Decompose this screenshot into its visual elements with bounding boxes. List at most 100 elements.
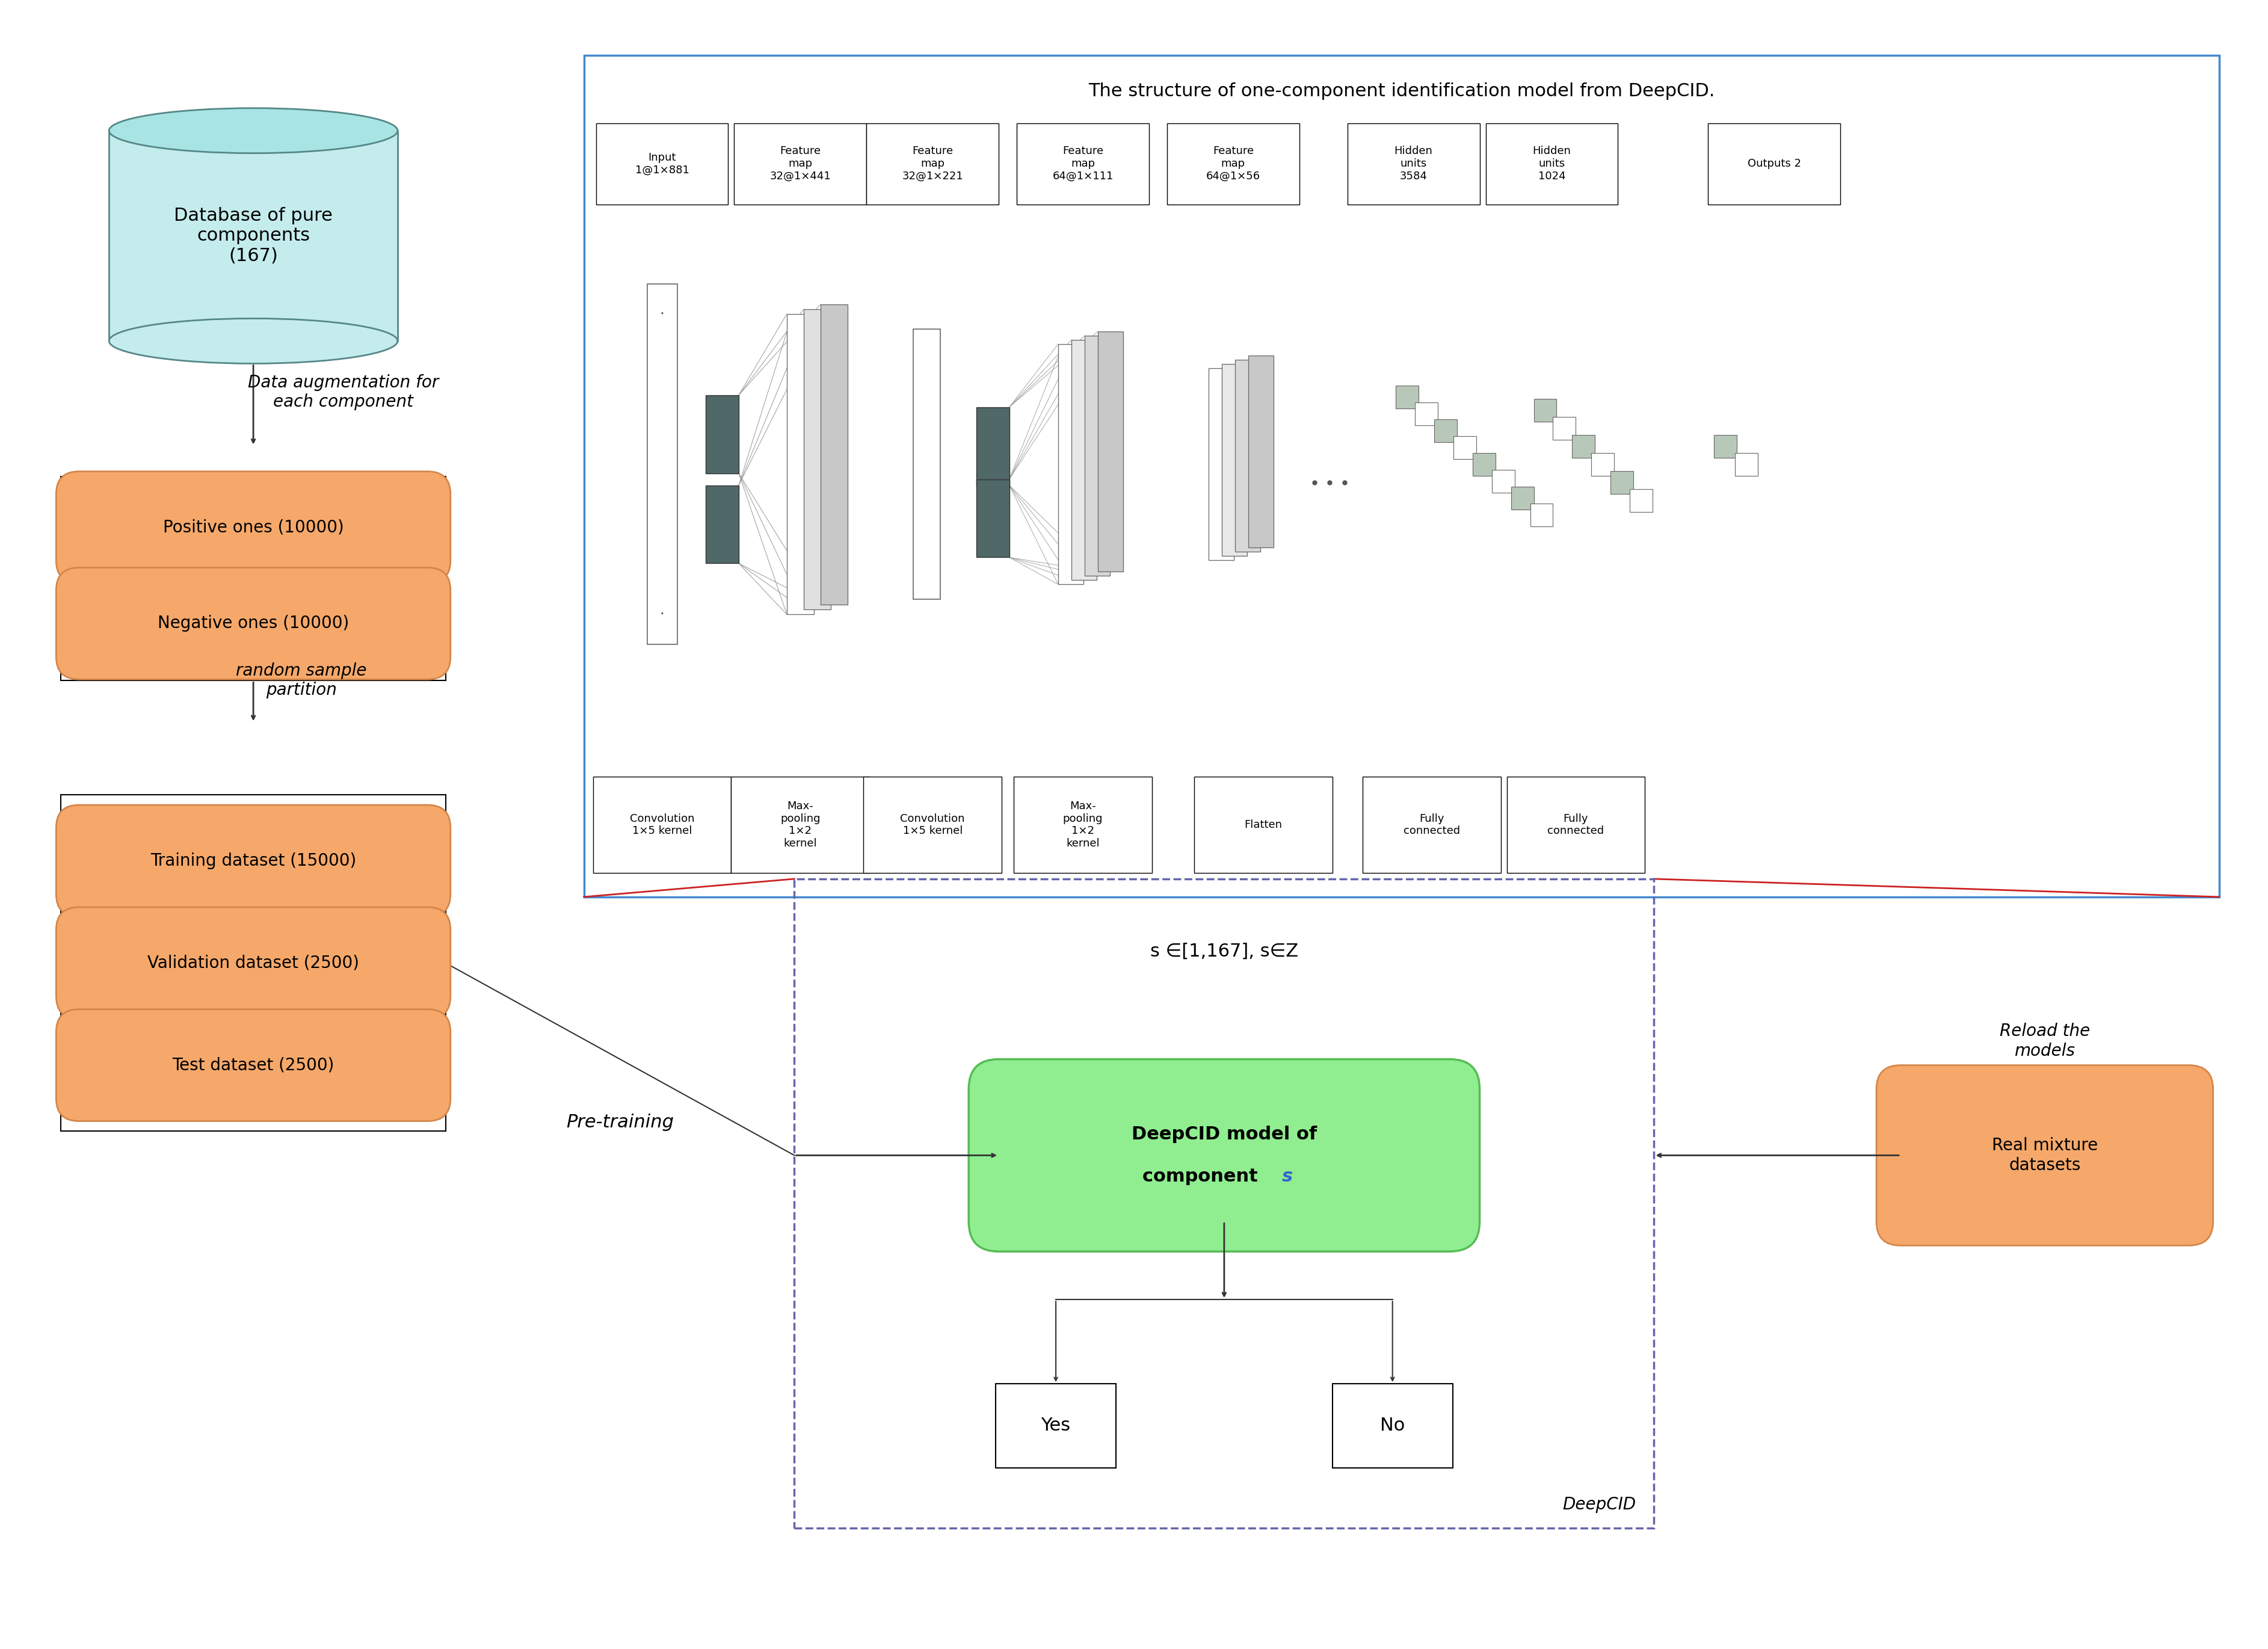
Text: Input
1@1×881: Input 1@1×881	[635, 152, 689, 175]
Text: Data augmentation for
each component: Data augmentation for each component	[247, 374, 440, 411]
Bar	[61, 795, 447, 1131]
Bar	[1016, 124, 1150, 204]
Text: Database of pure
components
(167): Database of pure components (167)	[175, 206, 333, 265]
Bar	[1363, 777, 1501, 872]
Text: Feature
map
64@1×111: Feature map 64@1×111	[1052, 145, 1114, 181]
Text: Hidden
units
1024: Hidden units 1024	[1533, 145, 1572, 181]
Text: Fully
connected: Fully connected	[1404, 813, 1461, 836]
Bar	[1492, 470, 1515, 493]
Bar	[866, 124, 998, 204]
Text: DeepCID model of: DeepCID model of	[1132, 1126, 1318, 1143]
Bar	[1708, 124, 1839, 204]
Bar	[1715, 435, 1737, 457]
Text: component: component	[1143, 1167, 1263, 1186]
Text: Feature
map
32@1×221: Feature map 32@1×221	[903, 145, 964, 181]
Bar	[646, 284, 678, 645]
FancyBboxPatch shape	[57, 907, 451, 1019]
Text: Test dataset (2500): Test dataset (2500)	[172, 1057, 333, 1073]
Text: Real mixture
datasets: Real mixture datasets	[1991, 1138, 2098, 1174]
Text: Yes: Yes	[1041, 1416, 1070, 1435]
Bar	[705, 485, 739, 564]
Text: s ∈[1,167], s∈Z: s ∈[1,167], s∈Z	[1150, 942, 1297, 960]
Text: Reload the
models: Reload the models	[2000, 1022, 2089, 1059]
FancyBboxPatch shape	[57, 472, 451, 584]
Bar	[1533, 399, 1556, 422]
Bar	[1472, 453, 1495, 475]
Bar	[583, 56, 2218, 897]
Bar	[864, 777, 1002, 872]
Bar	[1554, 417, 1576, 440]
Text: ·: ·	[660, 307, 665, 322]
Text: Convolution
1×5 kernel: Convolution 1×5 kernel	[900, 813, 964, 836]
Text: Feature
map
64@1×56: Feature map 64@1×56	[1207, 145, 1261, 181]
FancyBboxPatch shape	[57, 805, 451, 917]
Bar	[1415, 402, 1438, 425]
Text: Pre-training: Pre-training	[567, 1113, 674, 1131]
Bar	[1331, 1384, 1452, 1468]
Text: Training dataset (15000): Training dataset (15000)	[150, 853, 356, 869]
Text: Convolution
1×5 kernel: Convolution 1×5 kernel	[631, 813, 694, 836]
Text: Flatten: Flatten	[1245, 820, 1281, 829]
Bar	[735, 124, 866, 204]
Bar	[996, 1384, 1116, 1468]
Bar	[1592, 453, 1615, 475]
FancyBboxPatch shape	[968, 1059, 1479, 1252]
Text: Max-
pooling
1×2
kernel: Max- pooling 1×2 kernel	[780, 801, 821, 849]
Bar	[1347, 124, 1479, 204]
Text: s: s	[1281, 1167, 1293, 1186]
Bar	[109, 130, 397, 341]
Bar	[1610, 472, 1633, 493]
Bar	[1510, 486, 1533, 510]
Bar	[596, 124, 728, 204]
Bar	[1098, 331, 1123, 572]
Bar	[794, 879, 1653, 1529]
Bar	[705, 396, 739, 473]
Bar	[1209, 368, 1234, 561]
Ellipse shape	[109, 318, 397, 363]
Text: Hidden
units
3584: Hidden units 3584	[1395, 145, 1433, 181]
Bar	[975, 480, 1009, 557]
Bar	[914, 330, 941, 600]
FancyBboxPatch shape	[57, 567, 451, 679]
Bar	[787, 313, 814, 615]
FancyBboxPatch shape	[57, 1009, 451, 1121]
Bar	[975, 407, 1009, 485]
Bar	[1084, 336, 1109, 576]
Bar	[1195, 777, 1331, 872]
Bar	[1247, 356, 1272, 547]
Bar	[1395, 386, 1418, 409]
Bar	[1506, 777, 1644, 872]
Bar	[592, 777, 730, 872]
Text: Validation dataset (2500): Validation dataset (2500)	[147, 955, 358, 971]
Text: Positive ones (10000): Positive ones (10000)	[163, 519, 345, 536]
Text: Max-
pooling
1×2
kernel: Max- pooling 1×2 kernel	[1064, 801, 1102, 849]
Bar	[821, 305, 848, 605]
Text: Feature
map
32@1×441: Feature map 32@1×441	[769, 145, 830, 181]
Text: Outputs 2: Outputs 2	[1746, 158, 1801, 170]
Text: The structure of one-component identification model from DeepCID.: The structure of one-component identific…	[1089, 82, 1715, 101]
Text: ·: ·	[660, 607, 665, 622]
Bar	[1059, 345, 1084, 584]
Bar	[61, 477, 447, 681]
Bar	[1572, 435, 1594, 457]
Text: DeepCID: DeepCID	[1563, 1496, 1635, 1512]
Bar	[1168, 124, 1300, 204]
Text: Fully
connected: Fully connected	[1547, 813, 1603, 836]
FancyBboxPatch shape	[1876, 1065, 2214, 1245]
Text: random sample
partition: random sample partition	[236, 663, 367, 699]
Bar	[1735, 453, 1758, 475]
Bar	[1222, 364, 1247, 556]
Bar	[1486, 124, 1617, 204]
Bar	[1236, 359, 1261, 552]
Bar	[1531, 503, 1554, 526]
Text: No: No	[1381, 1416, 1404, 1435]
Bar	[1454, 435, 1476, 458]
Bar	[730, 777, 869, 872]
Bar	[803, 308, 830, 610]
Bar	[1014, 777, 1152, 872]
Bar	[1631, 488, 1653, 511]
Ellipse shape	[109, 109, 397, 153]
Bar	[1433, 419, 1456, 442]
Text: Negative ones (10000): Negative ones (10000)	[156, 615, 349, 632]
Bar	[1070, 340, 1098, 580]
